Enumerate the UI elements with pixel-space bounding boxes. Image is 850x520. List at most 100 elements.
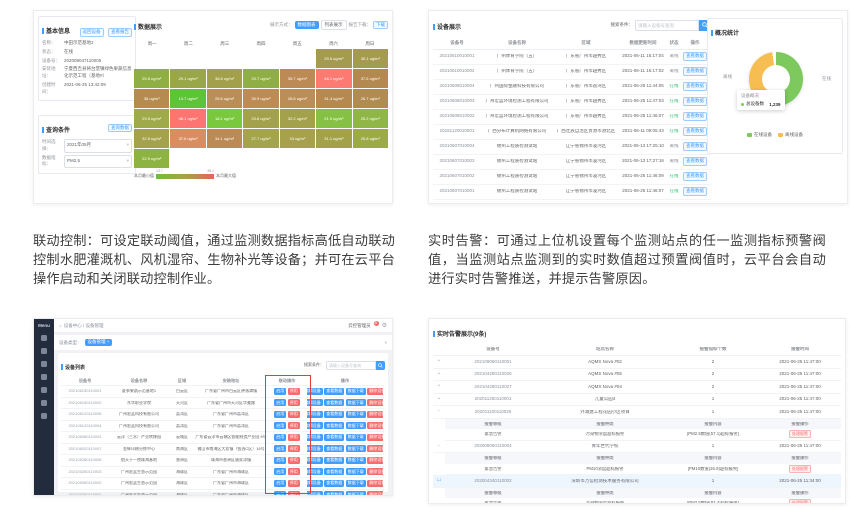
view-data-button[interactable]: 查看数据 [324, 445, 345, 453]
enable-linkage-button[interactable]: 启用 [274, 433, 287, 441]
page-button[interactable]: 7 [567, 204, 579, 205]
sidebar-item-icon[interactable] [41, 335, 47, 341]
view-data-button[interactable]: 查看数据 [683, 97, 707, 106]
delete-device-button[interactable]: 删除设备 [367, 491, 383, 495]
mode-chart-button[interactable]: 数据图表 [294, 21, 319, 29]
disable-linkage-button[interactable]: 停用 [287, 387, 300, 395]
enable-linkage-button[interactable]: 启用 [274, 479, 287, 487]
edit-device-button[interactable]: 编辑设备 [307, 387, 323, 395]
view-data-button[interactable]: 查看数据 [324, 468, 345, 476]
enable-linkage-button[interactable]: 启用 [274, 456, 287, 464]
disable-linkage-button[interactable]: 停用 [287, 433, 300, 441]
page-button[interactable]: 230 [595, 204, 607, 205]
row-checkbox[interactable]: ☐ [436, 478, 442, 484]
view-data-button[interactable]: 查看数据 [683, 187, 707, 196]
sidebar-item-icon[interactable] [41, 387, 47, 393]
view-data-button[interactable]: 查看数据 [324, 399, 345, 407]
download-data-button[interactable]: 数据下载 [345, 456, 366, 464]
page-size-select[interactable]: 10条/页▾ [623, 204, 647, 205]
view-report-button[interactable]: 查看报告 [108, 28, 132, 37]
view-data-button[interactable]: 查看数据 [683, 157, 707, 166]
view-data-button[interactable]: 查看数据 [324, 479, 345, 487]
enable-linkage-button[interactable]: 启用 [274, 410, 287, 418]
download-data-button[interactable]: 数据下载 [345, 468, 366, 476]
delete-device-button[interactable]: 删除设备 [367, 468, 383, 476]
delete-device-button[interactable]: 删除设备 [367, 399, 383, 407]
page-button[interactable]: ‹ [497, 204, 509, 205]
disable-linkage-button[interactable]: 停用 [287, 456, 300, 464]
page-button[interactable]: … [525, 204, 537, 205]
enable-linkage-button[interactable]: 启用 [274, 422, 287, 430]
view-data-button[interactable]: 查看数据 [324, 422, 345, 430]
page-button[interactable]: … [581, 204, 593, 205]
sidebar-item-icon[interactable] [41, 413, 47, 419]
download-data-button[interactable]: 数据下载 [345, 422, 366, 430]
edit-device-button[interactable]: 编辑设备 [307, 491, 323, 495]
download-data-button[interactable]: 数据下载 [345, 433, 366, 441]
legend-item[interactable]: 离线设备 [778, 132, 803, 138]
expand-toggle[interactable]: + [437, 384, 441, 390]
view-data-button[interactable]: 查看数据 [324, 387, 345, 395]
download-data-button[interactable]: 数据下载 [345, 387, 366, 395]
view-data-button[interactable]: 查看数据 [324, 491, 345, 495]
page-button[interactable]: › [609, 204, 621, 205]
mode-list-button[interactable]: 列表展示 [320, 20, 347, 30]
download-data-button[interactable]: 数据下载 [345, 445, 366, 453]
edit-device-button[interactable]: 编辑设备 [307, 456, 323, 464]
disable-linkage-button[interactable]: 停用 [287, 491, 300, 495]
edit-device-button[interactable]: 编辑设备 [307, 422, 323, 430]
metric-select[interactable]: PM2.5 ▾ [64, 154, 132, 168]
enable-linkage-button[interactable]: 启用 [274, 445, 287, 453]
delete-device-button[interactable]: 删除设备 [367, 433, 383, 441]
collapse-chevron-icon[interactable]: ▾ [384, 339, 387, 345]
download-data-button[interactable]: 数据下载 [345, 491, 366, 495]
page-button[interactable]: 5 [539, 204, 551, 205]
legend-item[interactable]: 在线设备 [747, 132, 772, 138]
edit-device-button[interactable]: 编辑设备 [307, 410, 323, 418]
view-data-button[interactable]: 查看数据 [683, 67, 707, 76]
download-button[interactable]: 下载 [373, 20, 388, 30]
time-select[interactable]: 2021年05月 ▾ [64, 139, 132, 153]
user-name[interactable]: 云控管理员 [348, 322, 371, 328]
edit-device-button[interactable]: 编辑设备 [307, 399, 323, 407]
disable-linkage-button[interactable]: 停用 [287, 410, 300, 418]
view-data-button[interactable]: 查看数据 [324, 456, 345, 464]
view-data-button[interactable]: 查看数据 [683, 82, 707, 91]
download-data-button[interactable]: 数据下载 [345, 479, 366, 487]
sidebar-item-icon[interactable] [41, 374, 47, 380]
expand-toggle[interactable]: + [437, 359, 441, 365]
home-icon[interactable]: ⌂ [59, 323, 62, 328]
delete-device-button[interactable]: 删除设备 [367, 387, 383, 395]
search-input[interactable] [635, 19, 699, 31]
disable-linkage-button[interactable]: 停用 [287, 479, 300, 487]
sidebar-item-icon[interactable] [41, 348, 47, 354]
download-data-button[interactable]: 数据下载 [345, 399, 366, 407]
enable-linkage-button[interactable]: 启用 [274, 491, 287, 495]
handle-alert-button[interactable]: 处理报警 [789, 430, 811, 439]
expand-toggle[interactable]: + [437, 396, 441, 402]
delete-device-button[interactable]: 删除设备 [367, 422, 383, 430]
sidebar-item-icon[interactable] [41, 400, 47, 406]
edit-device-button[interactable]: 编辑设备 [307, 433, 323, 441]
view-data-button[interactable]: 查看数据 [324, 433, 345, 441]
expand-toggle[interactable]: − [437, 443, 441, 449]
disable-linkage-button[interactable]: 停用 [287, 422, 300, 430]
handle-alert-button[interactable]: 处理报警 [789, 464, 811, 473]
edit-device-button[interactable]: 编辑设备 [307, 445, 323, 453]
disable-linkage-button[interactable]: 停用 [287, 468, 300, 476]
search-input[interactable] [326, 360, 376, 370]
expand-toggle[interactable]: − [437, 409, 441, 415]
back-device-button[interactable]: 返回设备 [79, 28, 104, 37]
delete-device-button[interactable]: 删除设备 [367, 445, 383, 453]
view-data-button[interactable]: 查看数据 [683, 172, 707, 181]
edit-device-button[interactable]: 编辑设备 [307, 479, 323, 487]
enable-linkage-button[interactable]: 启用 [274, 399, 287, 407]
delete-device-button[interactable]: 删除设备 [367, 410, 383, 418]
view-data-button[interactable]: 查看数据 [683, 142, 707, 151]
enable-linkage-button[interactable]: 启用 [274, 468, 287, 476]
disable-linkage-button[interactable]: 停用 [287, 399, 300, 407]
query-data-button[interactable]: 查询数据 [108, 123, 132, 133]
view-data-button[interactable]: 查看数据 [683, 112, 707, 121]
edit-device-button[interactable]: 编辑设备 [307, 468, 323, 476]
disable-linkage-button[interactable]: 停用 [287, 445, 300, 453]
